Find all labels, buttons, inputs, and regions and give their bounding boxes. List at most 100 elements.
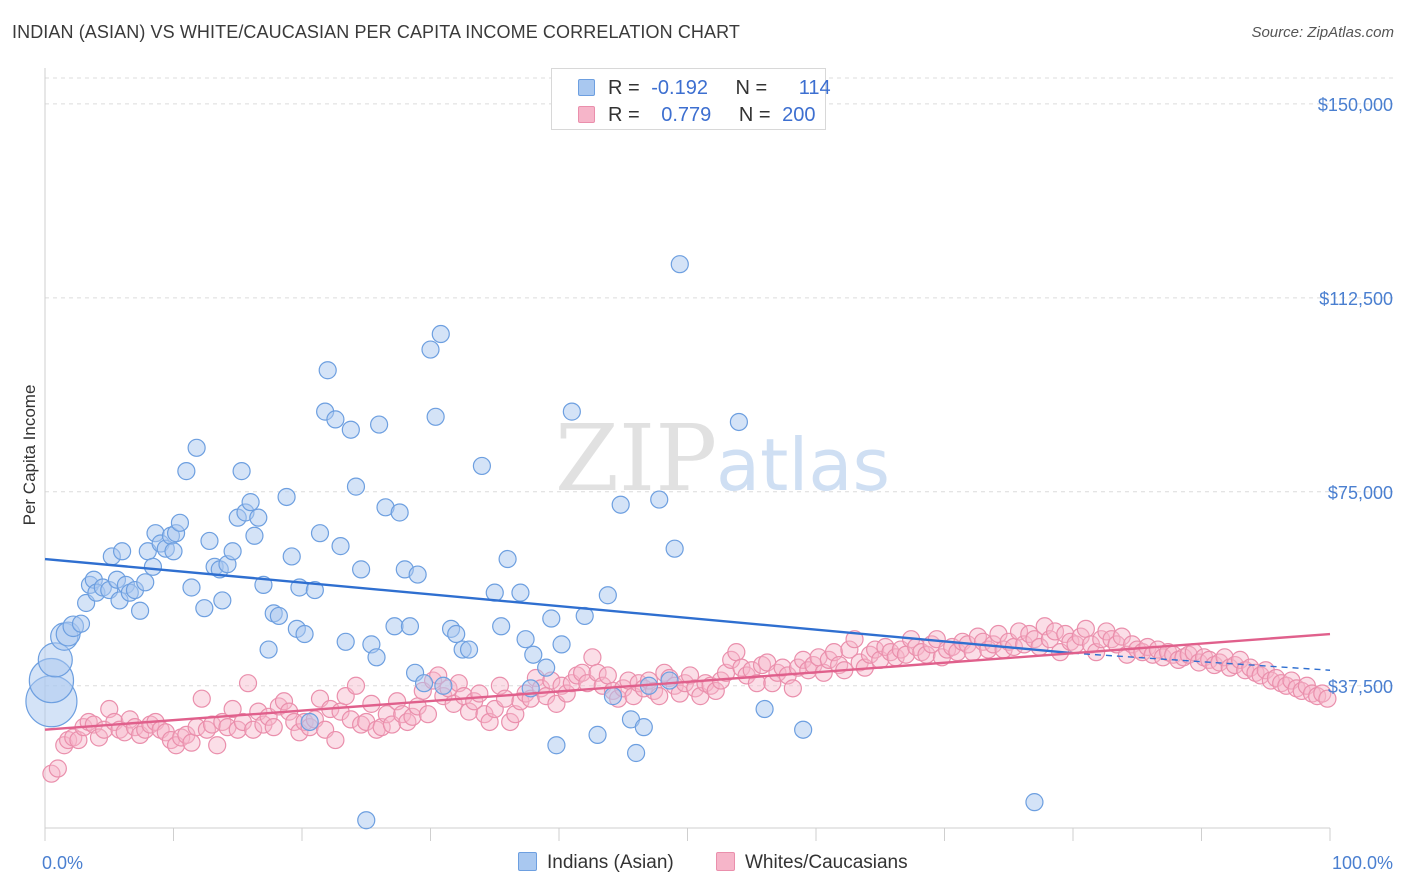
legend-r-value-1: -0.192 [651, 77, 708, 99]
y-axis-title: Per Capita Income [20, 385, 39, 526]
legend-r-value-2: 0.779 [661, 104, 712, 126]
point-whites-59 [346, 676, 366, 695]
point-indians-33 [187, 438, 206, 457]
point-whites-44 [269, 697, 288, 716]
point-indians-42 [232, 462, 251, 481]
point-indians-31 [177, 462, 196, 481]
point-indians-110 [660, 671, 679, 690]
point-indians-84 [447, 624, 466, 644]
point-whites-39 [244, 720, 263, 739]
point-indians-99 [562, 402, 581, 421]
point-whites-19 [141, 715, 160, 734]
point-whites-138 [752, 655, 772, 675]
point-indians-48 [259, 640, 278, 659]
point-indians-21 [136, 573, 155, 592]
point-indians-113 [729, 412, 749, 432]
point-indians-81 [431, 324, 450, 344]
point-whites-105 [583, 648, 602, 667]
y-tick-label-1: $75,000 [1328, 483, 1393, 503]
point-whites-247 [1313, 684, 1332, 703]
point-whites-81 [459, 702, 479, 721]
legend-n-label-2: N = [738, 104, 771, 126]
point-whites-133 [727, 643, 746, 662]
source-credit: Source: ZipAtlas.com [1251, 24, 1394, 41]
point-indians-56 [300, 712, 319, 732]
chart-title: INDIAN (ASIAN) VS WHITE/CAUCASIAN PER CA… [12, 22, 740, 42]
point-whites-234 [1246, 663, 1265, 682]
bottom-legend-label-indians: Indians (Asian) [547, 852, 674, 873]
bottom-legend-indians: Indians (Asian) [518, 852, 674, 874]
point-indians-107 [634, 718, 653, 737]
legend-r-label-1: R = [608, 77, 640, 99]
point-indians-28 [164, 542, 183, 561]
point-whites-163 [881, 643, 900, 662]
series-indians-points [25, 255, 1044, 830]
legend-swatch-pink [578, 106, 595, 123]
point-indians-79 [421, 340, 440, 359]
point-indians-72 [385, 617, 404, 636]
point-whites-160 [866, 640, 885, 659]
point-indians-30 [170, 513, 190, 532]
point-indians-89 [492, 617, 511, 636]
point-indians-106 [626, 743, 646, 763]
point-indians-35 [200, 531, 219, 551]
point-indians-69 [367, 648, 386, 667]
point-indians-82 [434, 676, 453, 695]
point-whites-155 [840, 640, 859, 659]
y-tick-label-2: $112,500 [1319, 289, 1393, 309]
bottom-legend-label-whites: Whites/Caucasians [745, 852, 908, 873]
point-whites-156 [845, 630, 864, 649]
point-indians-109 [650, 490, 669, 509]
point-indians-45 [245, 526, 264, 545]
gridlines [45, 77, 1395, 687]
point-indians-98 [552, 635, 571, 654]
legend-n-value-2: 200 [782, 104, 816, 126]
point-whites-32 [208, 736, 227, 755]
point-whites-216 [1153, 648, 1173, 667]
point-indians-73 [390, 503, 409, 522]
point-indians-20 [130, 601, 150, 620]
point-whites-108 [598, 666, 617, 685]
point-indians-70 [370, 415, 389, 434]
trend-line-indians-extension [1072, 652, 1331, 671]
point-whites-31 [202, 715, 222, 734]
point-indians-67 [357, 811, 376, 830]
point-whites-144 [783, 679, 802, 698]
point-indians-60 [318, 361, 337, 380]
point-whites-27 [182, 733, 201, 752]
tick-labels: $37,500 $75,000 $112,500 $150,000 0.0% 100.0% [42, 95, 1393, 873]
point-indians-47 [254, 575, 273, 594]
bottom-legend-swatch-blue [518, 852, 537, 871]
point-whites-43 [264, 718, 283, 737]
point-whites-103 [573, 663, 592, 682]
point-indians-58 [310, 524, 330, 543]
point-whites-69 [398, 712, 417, 732]
point-indians-64 [341, 420, 360, 439]
trend-line-indians [44, 557, 1074, 655]
watermark-atlas: atlas [716, 423, 890, 507]
point-indians-38 [213, 591, 232, 610]
point-whites-141 [768, 663, 787, 682]
point-indians-52 [282, 547, 301, 566]
point-indians-91 [511, 583, 530, 602]
point-indians-92 [516, 630, 535, 649]
point-whites-137 [747, 674, 766, 693]
bottom-legend-whites: Whites/Caucasians [716, 852, 908, 874]
point-whites-38 [238, 674, 258, 693]
point-indians-111 [665, 539, 684, 558]
x-tick-label-0: 0.0% [42, 853, 83, 873]
point-whites-129 [706, 681, 725, 701]
point-indians-63 [336, 632, 355, 651]
point-indians-62 [331, 537, 350, 556]
point-indians-55 [295, 624, 314, 644]
point-whites-190 [1020, 624, 1039, 644]
point-whites-83 [470, 684, 489, 703]
point-whites-159 [860, 645, 880, 664]
point-indians-115 [794, 720, 813, 739]
point-whites-55 [326, 730, 345, 750]
point-indians-96 [542, 609, 561, 628]
point-indians-51 [277, 487, 296, 507]
watermark: ZIP atlas [555, 405, 890, 512]
point-indians-57 [305, 580, 324, 600]
